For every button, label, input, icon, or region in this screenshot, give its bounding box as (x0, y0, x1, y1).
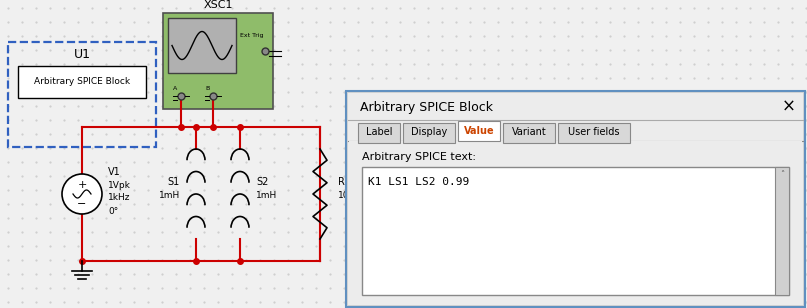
Text: 1Vpk: 1Vpk (108, 180, 131, 189)
Text: +: + (77, 180, 86, 190)
Bar (403, 123, 455, 143)
Text: 0°: 0° (108, 206, 119, 216)
Text: Arbitrary SPICE Block: Arbitrary SPICE Block (34, 78, 130, 87)
Text: S1: S1 (168, 177, 180, 187)
Text: A: A (173, 86, 178, 91)
Text: R1: R1 (338, 177, 351, 187)
Text: V1: V1 (108, 167, 121, 177)
Text: S2: S2 (256, 177, 269, 187)
Bar (8, 42, 156, 147)
Bar (775, 167, 789, 295)
Text: Display: Display (411, 127, 447, 137)
Text: Label: Label (366, 127, 392, 137)
Bar (503, 123, 555, 143)
Text: K1 LS1 LS2 0.99: K1 LS1 LS2 0.99 (368, 177, 469, 187)
Text: 1mH: 1mH (256, 192, 278, 201)
Bar (348, 93, 803, 305)
Text: User fields: User fields (568, 127, 620, 137)
Text: XSC1: XSC1 (203, 0, 232, 10)
Text: ×: × (782, 98, 796, 116)
Text: 1kHz: 1kHz (108, 193, 131, 202)
Text: ˄: ˄ (780, 171, 784, 180)
Bar (163, 13, 273, 109)
Bar (358, 123, 400, 143)
Text: U1: U1 (73, 48, 90, 62)
Bar (346, 91, 805, 307)
Text: Arbitrary SPICE text:: Arbitrary SPICE text: (362, 152, 476, 162)
Bar (18, 66, 146, 98)
Text: 1mH: 1mH (159, 192, 180, 201)
Text: Ext Trig: Ext Trig (240, 33, 264, 38)
Bar (349, 141, 802, 304)
Text: −: − (77, 199, 86, 209)
Text: Value: Value (464, 126, 495, 136)
Circle shape (62, 174, 102, 214)
Text: Variant: Variant (512, 127, 546, 137)
Bar (168, 18, 236, 73)
Bar (362, 167, 789, 295)
Text: B: B (205, 86, 209, 91)
Bar (558, 123, 630, 143)
Text: Arbitrary SPICE Block: Arbitrary SPICE Block (360, 100, 493, 114)
Bar (458, 121, 500, 141)
Text: 100Ω: 100Ω (338, 192, 362, 201)
